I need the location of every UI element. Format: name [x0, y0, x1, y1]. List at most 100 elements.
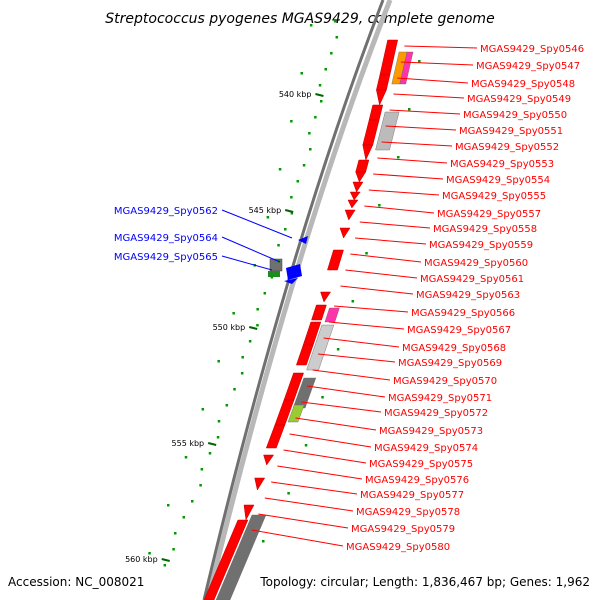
label-leader-line — [295, 417, 377, 431]
forward-gene-feature — [243, 504, 255, 521]
gc-dot — [201, 408, 205, 411]
gc-dot — [248, 340, 252, 343]
secondary-gene-feature — [292, 377, 317, 409]
gc-dot — [261, 540, 265, 543]
gene-label[interactable]: MGAS9429_Spy0555 — [442, 191, 546, 202]
forward-features — [203, 39, 414, 600]
gene-label[interactable]: MGAS9429_Spy0580 — [346, 542, 450, 553]
gene-label[interactable]: MGAS9429_Spy0561 — [420, 274, 524, 285]
secondary-gene-feature — [306, 324, 335, 371]
gc-dot — [278, 168, 282, 171]
label-leader-line — [301, 401, 382, 413]
gene-label[interactable]: MGAS9429_Spy0560 — [424, 258, 528, 269]
gene-label[interactable]: MGAS9429_Spy0572 — [384, 408, 488, 419]
gene-label[interactable]: MGAS9429_Spy0566 — [411, 308, 515, 319]
secondary-gene-feature — [215, 514, 267, 600]
gene-label[interactable]: MGAS9429_Spy0575 — [369, 459, 473, 470]
label-leader-line — [334, 305, 409, 313]
gene-label[interactable]: MGAS9429_Spy0546 — [480, 44, 584, 55]
reverse-gene-feature — [268, 271, 280, 277]
label-leader-line — [345, 269, 418, 279]
forward-gene-feature — [265, 424, 286, 449]
tick-mark — [161, 558, 170, 562]
gene-label[interactable]: MGAS9429_Spy0568 — [402, 343, 506, 354]
gc-dot — [321, 396, 324, 399]
forward-gene-feature — [203, 519, 249, 600]
label-leader-line — [368, 189, 440, 196]
gc-dot — [418, 60, 421, 63]
tick-label: 560 kbp — [125, 555, 158, 564]
tick-mark — [248, 326, 258, 330]
forward-gene-feature — [362, 144, 374, 161]
forward-gene-feature — [376, 74, 391, 91]
label-leader-line — [389, 109, 461, 115]
gene-label[interactable]: MGAS9429_Spy0578 — [356, 507, 460, 518]
genome-summary-text: Topology: circular; Length: 1,836,467 bp… — [259, 575, 590, 589]
gc-dot — [408, 108, 411, 111]
gene-label[interactable]: MGAS9429_Spy0551 — [459, 126, 563, 137]
gene-label[interactable]: MGAS9429_Spy0548 — [471, 79, 575, 90]
gc-dot — [351, 300, 355, 303]
forward-gene-feature — [339, 227, 351, 239]
forward-gene-feature — [355, 171, 367, 183]
tick-label: 545 kbp — [249, 206, 282, 215]
gc-dot — [336, 348, 340, 351]
label-leader-line — [328, 321, 405, 330]
forward-gene-feature — [263, 454, 275, 466]
label-leader-line — [271, 481, 358, 495]
gene-labels: MGAS9429_Spy0546 MGAS9429_Spy0547 MGAS9429… — [114, 44, 584, 553]
forward-gene-feature — [368, 104, 384, 121]
gene-label[interactable]: MGAS9429_Spy0569 — [398, 358, 502, 369]
label-leader-line — [364, 205, 435, 214]
gene-label[interactable]: MGAS9429_Spy0576 — [365, 475, 469, 486]
gene-label[interactable]: MGAS9429_Spy0554 — [446, 175, 550, 186]
gc-dot — [290, 196, 293, 199]
gene-label[interactable]: MGAS9429_Spy0565 — [114, 252, 218, 263]
gene-label[interactable]: MGAS9429_Spy0558 — [433, 224, 537, 235]
tick-marks: 540 kbp 545 kbp 550 kbp 555 kbp 560 kbp — [125, 90, 324, 564]
gc-dot — [300, 72, 303, 75]
accession-text: Accession: NC_008021 — [8, 575, 144, 589]
gc-dot — [290, 120, 293, 123]
gc-dot — [333, 20, 337, 23]
gc-dot — [290, 212, 294, 215]
gene-label[interactable]: MGAS9429_Spy0563 — [416, 290, 520, 301]
gc-dot — [284, 228, 287, 231]
label-leader-line — [397, 77, 469, 84]
label-leader-line — [323, 337, 400, 348]
forward-gene-feature — [320, 291, 332, 303]
label-leader-line — [393, 93, 465, 99]
gene-label[interactable]: MGAS9429_Spy0557 — [437, 209, 541, 220]
gene-label[interactable]: MGAS9429_Spy0570 — [393, 376, 497, 387]
gene-label[interactable]: MGAS9429_Spy0564 — [114, 233, 218, 244]
label-leader-line — [377, 157, 448, 164]
gene-label[interactable]: MGAS9429_Spy0559 — [429, 240, 533, 251]
gene-label[interactable]: MGAS9429_Spy0549 — [467, 94, 571, 105]
gc-dot — [263, 292, 267, 295]
gc-dot — [324, 68, 327, 71]
gene-label[interactable]: MGAS9429_Spy0550 — [463, 110, 567, 121]
gc-dot — [270, 276, 274, 279]
gene-label[interactable]: MGAS9429_Spy0567 — [407, 325, 511, 336]
tick-label: 555 kbp — [172, 439, 205, 448]
label-leader-line — [359, 221, 431, 229]
gc-dot — [191, 500, 194, 503]
gene-label[interactable]: MGAS9429_Spy0579 — [351, 524, 455, 535]
gene-label[interactable]: MGAS9429_Spy0577 — [360, 490, 464, 501]
gene-label[interactable]: MGAS9429_Spy0573 — [379, 426, 483, 437]
label-leader-line — [373, 173, 444, 180]
gc-dot — [148, 552, 151, 555]
gene-label[interactable]: MGAS9429_Spy0571 — [388, 393, 492, 404]
gene-label[interactable]: MGAS9429_Spy0552 — [455, 142, 559, 153]
gc-dot — [378, 204, 381, 207]
gc-dot — [335, 36, 339, 39]
gc-dot — [302, 164, 306, 167]
gc-dot — [318, 84, 322, 87]
forward-gene-feature — [296, 344, 314, 366]
gene-label[interactable]: MGAS9429_Spy0574 — [374, 443, 478, 454]
gc-dot — [232, 312, 235, 315]
gene-label[interactable]: MGAS9429_Spy0562 — [114, 206, 218, 217]
label-lines — [221, 45, 478, 547]
gene-label[interactable]: MGAS9429_Spy0553 — [450, 159, 554, 170]
gene-label[interactable]: MGAS9429_Spy0547 — [476, 61, 580, 72]
